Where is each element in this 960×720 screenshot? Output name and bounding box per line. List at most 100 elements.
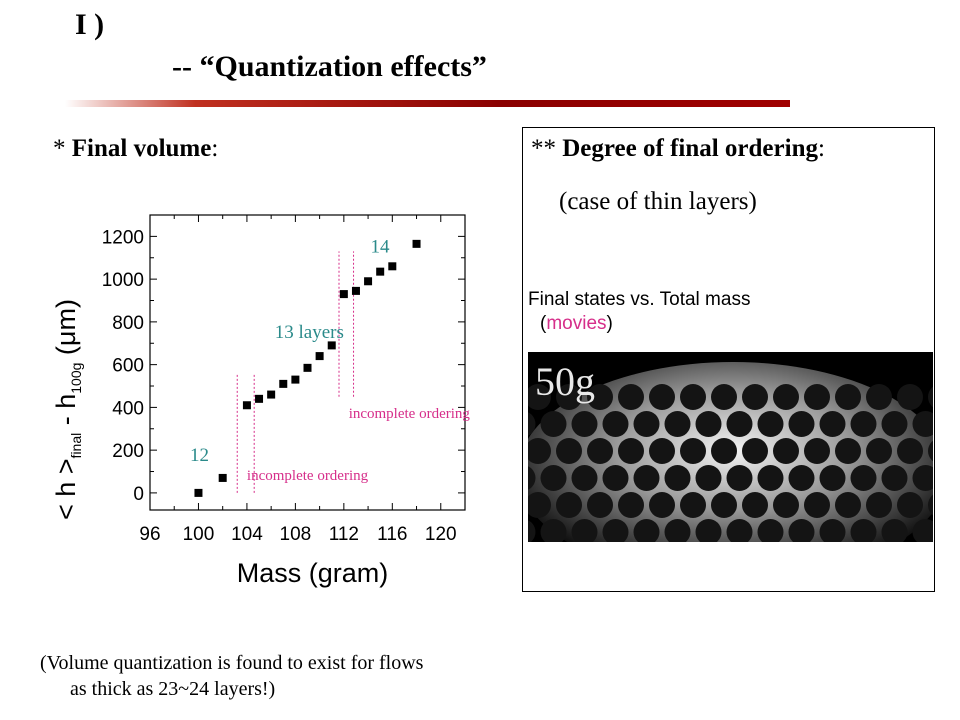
sphere	[804, 438, 830, 464]
data-point	[242, 401, 251, 410]
sphere	[742, 384, 768, 410]
sphere	[757, 411, 784, 437]
sphere	[602, 519, 629, 542]
sphere	[819, 465, 846, 491]
chart-axes: 96 100 104 108 112 116 12002004006008001000120…	[51, 214, 466, 588]
sphere	[602, 411, 629, 437]
sphere	[819, 411, 846, 437]
sphere	[881, 519, 908, 542]
final-states-caption: Final states vs. Total mass (movies)	[528, 289, 751, 334]
data-point	[267, 390, 276, 399]
sphere	[742, 492, 768, 518]
ordering-heading: ** Degree of final ordering:	[531, 135, 825, 162]
y-tick-label: 400	[112, 398, 144, 419]
plot-frame	[149, 214, 466, 511]
sphere	[912, 465, 933, 491]
sphere	[835, 492, 861, 518]
sphere	[928, 494, 933, 516]
data-point	[327, 341, 336, 350]
sphere	[726, 411, 753, 437]
x-tick-label: 100	[183, 524, 215, 545]
y-tick-label: 1000	[102, 270, 144, 291]
sphere	[711, 492, 737, 518]
footnote: (Volume quantization is found to exist f…	[40, 652, 424, 700]
sphere	[773, 492, 799, 518]
sphere	[835, 384, 861, 410]
sphere	[540, 519, 567, 542]
sphere	[804, 384, 830, 410]
data-point	[364, 277, 373, 286]
x-tick-label: 120	[425, 524, 457, 545]
sphere	[587, 492, 613, 518]
sphere	[897, 384, 923, 410]
data-point	[194, 488, 203, 497]
sphere	[726, 519, 753, 542]
x-tick-label: 108	[280, 524, 312, 545]
data-point	[303, 363, 312, 372]
sphere	[556, 492, 582, 518]
sphere	[528, 520, 536, 542]
sphere	[866, 438, 892, 464]
sphere	[571, 519, 598, 542]
data-point	[279, 379, 288, 388]
volume-quantization-chart: 96 100 104 108 112 116 12002004006008001000120…	[51, 214, 470, 588]
video-mass-label: 50g	[535, 359, 595, 404]
sphere	[711, 384, 737, 410]
sphere	[540, 465, 567, 491]
data-point	[291, 375, 300, 384]
sphere	[866, 492, 892, 518]
sphere	[528, 438, 551, 464]
data-point	[388, 262, 397, 271]
x-axis-label: Mass (gram)	[237, 558, 389, 588]
title-divider	[65, 100, 790, 107]
sphere	[695, 465, 722, 491]
data-point	[351, 286, 360, 295]
sphere	[711, 438, 737, 464]
movies-link[interactable]: movies	[546, 313, 607, 334]
data-point	[315, 352, 324, 361]
sphere	[633, 465, 660, 491]
sphere	[528, 384, 551, 410]
layer-count-label: 14	[371, 236, 391, 257]
y-tick-label: 600	[112, 356, 144, 377]
x-tick-label: 112	[329, 524, 359, 545]
sphere	[788, 519, 815, 542]
sphere	[571, 411, 598, 437]
sphere	[757, 519, 784, 542]
sphere	[649, 438, 675, 464]
sphere	[928, 440, 933, 462]
packing-video-frame[interactable]	[528, 352, 933, 542]
ordering-subheading: (case of thin layers)	[559, 188, 757, 215]
sphere	[680, 492, 706, 518]
sphere	[742, 438, 768, 464]
sphere	[556, 438, 582, 464]
sphere	[664, 411, 691, 437]
data-point	[412, 239, 421, 248]
sphere	[804, 492, 830, 518]
sphere	[819, 519, 846, 542]
sphere	[866, 384, 892, 410]
sphere	[850, 519, 877, 542]
sphere	[664, 465, 691, 491]
sphere	[850, 465, 877, 491]
sphere	[602, 465, 629, 491]
sphere	[881, 411, 908, 437]
y-tick-label: 800	[112, 313, 144, 334]
sphere	[618, 384, 644, 410]
annotations: 12 13 layers 14 incomplete ordering incomple…	[190, 236, 470, 484]
sphere	[757, 465, 784, 491]
sphere	[788, 465, 815, 491]
data-point	[376, 267, 385, 276]
final-volume-heading: * Final volume:	[53, 135, 219, 162]
sphere	[726, 465, 753, 491]
sphere	[633, 411, 660, 437]
incomplete-ordering-label: incomplete ordering	[349, 406, 471, 422]
sphere	[680, 438, 706, 464]
sphere	[633, 519, 660, 542]
data-point	[255, 394, 264, 403]
sphere	[528, 412, 536, 436]
slide-section-number: I )	[75, 8, 105, 41]
y-tick-label: 200	[112, 441, 144, 462]
sphere	[571, 465, 598, 491]
sphere	[897, 492, 923, 518]
